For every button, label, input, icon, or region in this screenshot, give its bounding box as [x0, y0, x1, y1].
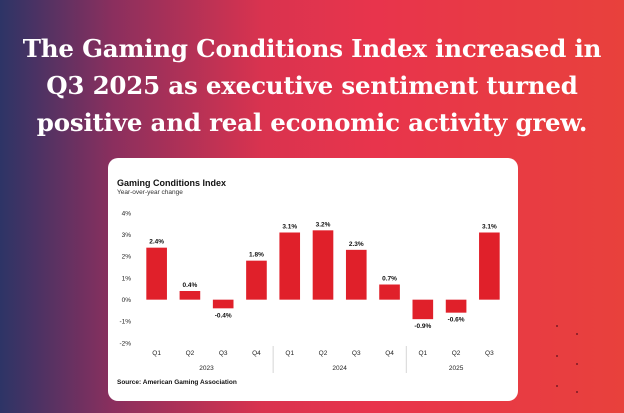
group-label: 2025: [449, 365, 464, 372]
data-label: 2.3%: [349, 241, 364, 248]
headline: The Gaming Conditions Index increased in…: [22, 34, 602, 137]
data-label: 2.4%: [149, 239, 164, 246]
y-tick-label: 1%: [122, 275, 132, 282]
data-label: 1.8%: [249, 252, 264, 259]
data-label: 3.1%: [482, 224, 497, 231]
chart-subtitle: Year-over-year change: [117, 189, 183, 196]
dot: [576, 391, 578, 393]
bar: [146, 247, 167, 300]
x-tick-label: Q1: [285, 350, 294, 357]
group-label: 2024: [332, 365, 347, 372]
dot: [576, 363, 578, 365]
data-label: 3.1%: [282, 224, 297, 231]
y-tick-label: 3%: [122, 232, 132, 239]
chart-source: Source: American Gaming Association: [117, 379, 237, 386]
y-tick-label: 0%: [122, 297, 132, 304]
data-label: 3.2%: [316, 221, 331, 228]
x-tick-label: Q4: [252, 350, 261, 357]
bar: [445, 299, 467, 313]
y-tick-label: -2%: [119, 340, 131, 347]
x-tick-label: Q1: [152, 350, 161, 357]
x-tick-label: Q2: [186, 350, 195, 357]
bar: [479, 232, 500, 300]
data-label: -0.9%: [414, 323, 431, 330]
data-label: -0.4%: [215, 312, 232, 319]
bar: [179, 291, 201, 300]
dot: [576, 333, 578, 335]
dot: [556, 385, 558, 387]
bar: [246, 260, 267, 300]
x-tick-label: Q3: [485, 350, 494, 357]
y-tick-label: -1%: [119, 319, 131, 326]
data-label: -0.6%: [448, 317, 465, 324]
bar: [412, 299, 434, 320]
chart-card: Gaming Conditions Index Year-over-year c…: [108, 158, 518, 401]
chart-title: Gaming Conditions Index: [117, 178, 227, 188]
y-tick-label: 4%: [122, 210, 132, 217]
bar: [379, 284, 400, 300]
x-tick-label: Q3: [352, 350, 361, 357]
data-label: 0.4%: [182, 282, 197, 289]
decorative-dots: [554, 325, 584, 395]
data-label: 0.7%: [382, 276, 397, 283]
bar: [345, 249, 367, 300]
x-tick-label: Q1: [418, 350, 427, 357]
x-tick-label: Q2: [452, 350, 461, 357]
group-label: 2023: [199, 365, 214, 372]
bar: [212, 299, 234, 309]
x-tick-label: Q3: [219, 350, 228, 357]
bar-chart: 4% 3% 2% 1% 0% -1% -2% 2.4% Q1 0.4% Q2 -0.4% Q3 1.8% Q…: [119, 210, 500, 373]
dot: [556, 355, 558, 357]
dot: [556, 325, 558, 327]
x-tick-label: Q4: [385, 350, 394, 357]
bar: [279, 232, 301, 300]
bar: [312, 230, 334, 300]
x-tick-label: Q2: [319, 350, 328, 357]
y-tick-label: 2%: [122, 254, 132, 261]
